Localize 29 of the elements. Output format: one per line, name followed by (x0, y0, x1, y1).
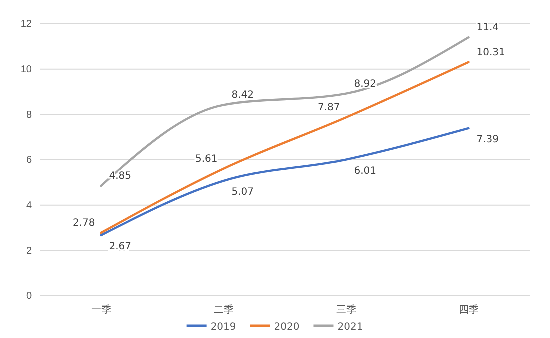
data-label: 5.61 (195, 154, 218, 165)
line-series (100, 36, 470, 188)
data-label: 5.07 (232, 187, 254, 198)
data-label: 7.39 (476, 134, 500, 146)
legend-label: 2020 (274, 322, 300, 333)
y-tick-label: 2 (26, 246, 32, 257)
line-series (100, 127, 470, 237)
data-label: 2.67 (109, 241, 132, 252)
line-series (100, 61, 470, 234)
y-tick-label: 0 (26, 291, 32, 302)
x-tick-label: 三季 (336, 304, 356, 316)
y-tick-label: 8 (26, 110, 32, 121)
data-label: 8.92 (354, 78, 377, 90)
x-tick-label: 一季 (91, 304, 112, 316)
legend-label: 2019 (210, 322, 236, 333)
data-label: 6.01 (354, 166, 377, 177)
y-tick-label: 6 (26, 155, 32, 166)
data-label: 11.4 (476, 22, 500, 34)
data-label: 8.42 (232, 90, 254, 102)
data-label: 4.85 (109, 171, 132, 182)
x-tick-label: 二季 (214, 304, 234, 316)
x-tick-label: 四季 (458, 304, 479, 316)
legend-label: 2021 (338, 322, 364, 333)
data-label: 2.78 (72, 218, 96, 229)
y-tick-label: 12 (20, 19, 32, 30)
y-tick-label: 10 (20, 64, 32, 76)
data-label: 10.31 (476, 47, 506, 58)
data-label: 7.87 (318, 102, 340, 114)
y-tick-label: 4 (26, 200, 32, 212)
